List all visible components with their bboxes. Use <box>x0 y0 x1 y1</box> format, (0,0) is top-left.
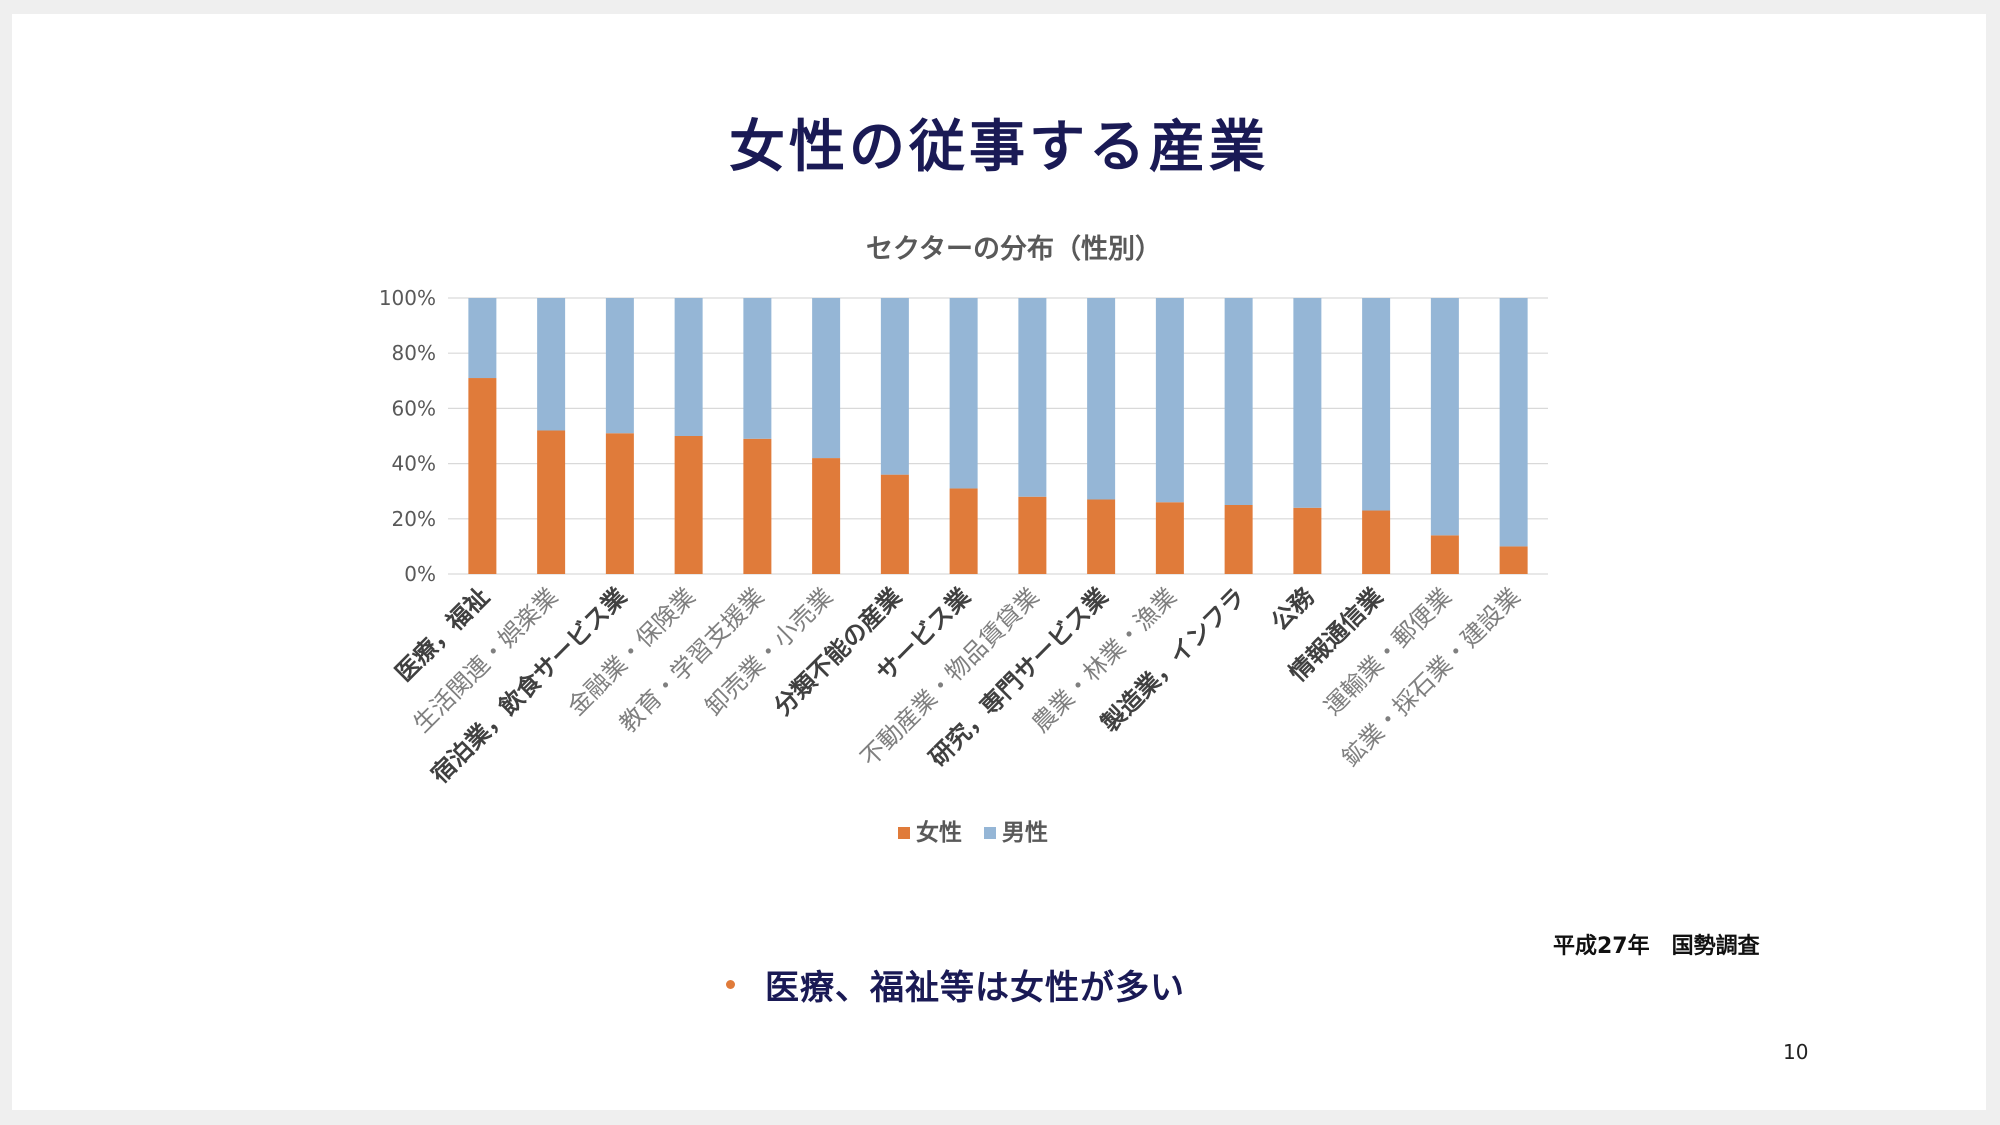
bar-female <box>1430 535 1459 574</box>
bar-male <box>605 298 634 434</box>
bar-male <box>537 298 566 431</box>
bar-male <box>1430 298 1459 536</box>
bar-female <box>468 378 497 574</box>
bar-female <box>1018 496 1047 574</box>
bar-male <box>1087 298 1116 500</box>
bar-female <box>1293 507 1322 574</box>
bullet-text: 医療、福祉等は女性が多い <box>765 968 1185 1008</box>
legend-label: 女性 <box>916 819 962 846</box>
bar-male <box>880 298 909 475</box>
bar-female <box>812 458 841 574</box>
y-tick-label: 40% <box>392 452 436 476</box>
bar-female <box>605 433 634 574</box>
y-tick-label: 0% <box>404 562 436 586</box>
bullet-dot-icon <box>726 980 735 989</box>
bar-female <box>1224 505 1253 574</box>
bar-female <box>1087 499 1116 574</box>
bullet-point: 医療、福祉等は女性が多い <box>726 960 1185 1009</box>
legend-swatch <box>898 827 910 839</box>
y-tick-label: 20% <box>392 507 436 531</box>
y-tick-label: 100% <box>379 286 436 310</box>
bar-male <box>1018 298 1047 497</box>
bar-male <box>674 298 703 436</box>
chart-title: セクターの分布（性別） <box>866 234 1162 265</box>
bar-male <box>949 298 978 489</box>
bar-male <box>1224 298 1253 505</box>
bar-female <box>1155 502 1184 574</box>
bar-male <box>743 298 772 439</box>
bar-male <box>468 298 497 379</box>
bar-female <box>537 430 566 574</box>
bar-female <box>949 488 978 574</box>
legend-swatch <box>984 827 996 839</box>
bar-female <box>1499 546 1528 574</box>
y-tick-label: 60% <box>392 396 436 420</box>
bar-male <box>1362 298 1391 511</box>
legend-label: 男性 <box>1002 820 1048 846</box>
y-tick-label: 80% <box>392 341 436 365</box>
bar-female <box>880 474 909 574</box>
bar-male <box>1499 298 1528 547</box>
slide-title: 女性の従事する産業 <box>729 115 1269 180</box>
x-tick-label: 公務 <box>1266 582 1320 636</box>
bar-male <box>1155 298 1184 503</box>
source-note: 平成27年 国勢調査 <box>1553 934 1760 959</box>
slide: 女性の従事する産業 <box>12 14 1986 1110</box>
bar-female <box>1362 510 1391 574</box>
page-number: 10 <box>1783 1040 1809 1064</box>
bar-male <box>1293 298 1322 508</box>
bar-male <box>812 298 841 459</box>
bar-female <box>743 438 772 574</box>
bar-female <box>674 436 703 574</box>
